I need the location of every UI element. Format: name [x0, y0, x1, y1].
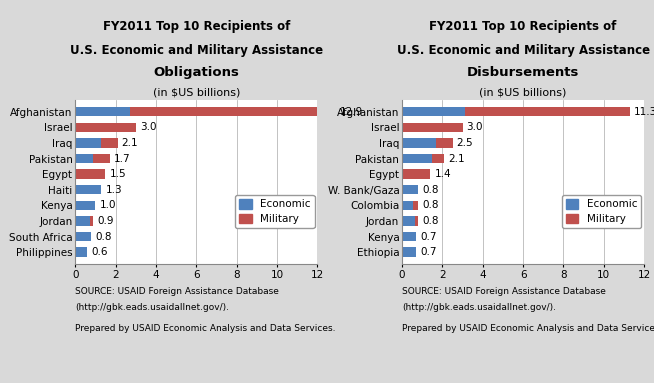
Bar — [75, 216, 90, 226]
Bar — [402, 154, 432, 163]
Bar — [432, 154, 445, 163]
Bar — [75, 138, 101, 147]
Text: 0.8: 0.8 — [422, 185, 439, 195]
Text: 1.5: 1.5 — [109, 169, 126, 179]
Bar — [75, 185, 101, 195]
Bar — [101, 138, 118, 147]
Text: SOURCE: USAID Foreign Assistance Database: SOURCE: USAID Foreign Assistance Databas… — [75, 287, 279, 296]
Text: 0.9: 0.9 — [97, 216, 114, 226]
Legend: Economic, Military: Economic, Military — [235, 195, 315, 228]
Text: 0.8: 0.8 — [422, 200, 439, 210]
Text: FY2011 Top 10 Recipients of: FY2011 Top 10 Recipients of — [430, 20, 617, 33]
Bar — [75, 169, 105, 179]
Text: SOURCE: USAID Foreign Assistance Database: SOURCE: USAID Foreign Assistance Databas… — [402, 287, 606, 296]
Text: (in $US billions): (in $US billions) — [152, 88, 240, 98]
Text: U.S. Economic and Military Assistance: U.S. Economic and Military Assistance — [396, 44, 649, 57]
Bar — [402, 185, 418, 195]
Text: Prepared by USAID Economic Analysis and Data Services.: Prepared by USAID Economic Analysis and … — [402, 324, 654, 332]
Bar — [415, 216, 418, 226]
Text: 2.1: 2.1 — [449, 154, 465, 164]
Text: 11.3: 11.3 — [634, 107, 654, 117]
Text: 3.0: 3.0 — [467, 122, 483, 133]
Text: 1.0: 1.0 — [99, 200, 116, 210]
Bar — [90, 216, 94, 226]
Bar — [402, 201, 413, 210]
Text: Obligations: Obligations — [153, 65, 239, 79]
Text: 0.8: 0.8 — [422, 216, 439, 226]
Bar — [75, 107, 129, 116]
Text: Prepared by USAID Economic Analysis and Data Services.: Prepared by USAID Economic Analysis and … — [75, 324, 336, 332]
Bar — [75, 247, 88, 257]
Text: 2.1: 2.1 — [122, 138, 138, 148]
Text: 1.3: 1.3 — [105, 185, 122, 195]
Text: 1.7: 1.7 — [114, 154, 130, 164]
Bar — [402, 107, 464, 116]
Bar — [129, 107, 336, 116]
Bar — [402, 247, 416, 257]
Text: 0.6: 0.6 — [92, 247, 108, 257]
Text: 2.5: 2.5 — [456, 138, 473, 148]
Bar — [436, 138, 453, 147]
Bar — [94, 154, 109, 163]
Bar — [402, 232, 416, 241]
Text: 1.4: 1.4 — [434, 169, 451, 179]
Text: Disbursements: Disbursements — [467, 65, 579, 79]
Text: 12.9: 12.9 — [339, 107, 363, 117]
Text: 0.7: 0.7 — [421, 247, 437, 257]
Text: 0.8: 0.8 — [95, 231, 112, 242]
Bar — [402, 169, 430, 179]
Legend: Economic, Military: Economic, Military — [562, 195, 642, 228]
Bar — [75, 123, 136, 132]
Text: FY2011 Top 10 Recipients of: FY2011 Top 10 Recipients of — [103, 20, 290, 33]
Bar — [75, 232, 92, 241]
Bar — [402, 216, 415, 226]
Bar — [402, 123, 462, 132]
Text: U.S. Economic and Military Assistance: U.S. Economic and Military Assistance — [70, 44, 323, 57]
Bar — [413, 201, 418, 210]
Bar — [75, 201, 95, 210]
Text: (http://gbk.eads.usaidallnet.gov/).: (http://gbk.eads.usaidallnet.gov/). — [75, 303, 229, 311]
Text: 0.7: 0.7 — [421, 231, 437, 242]
Bar — [75, 154, 94, 163]
Bar — [402, 138, 436, 147]
Text: 3.0: 3.0 — [140, 122, 156, 133]
Bar — [464, 107, 630, 116]
Text: (in $US billions): (in $US billions) — [479, 88, 567, 98]
Text: (http://gbk.eads.usaidallnet.gov/).: (http://gbk.eads.usaidallnet.gov/). — [402, 303, 556, 311]
